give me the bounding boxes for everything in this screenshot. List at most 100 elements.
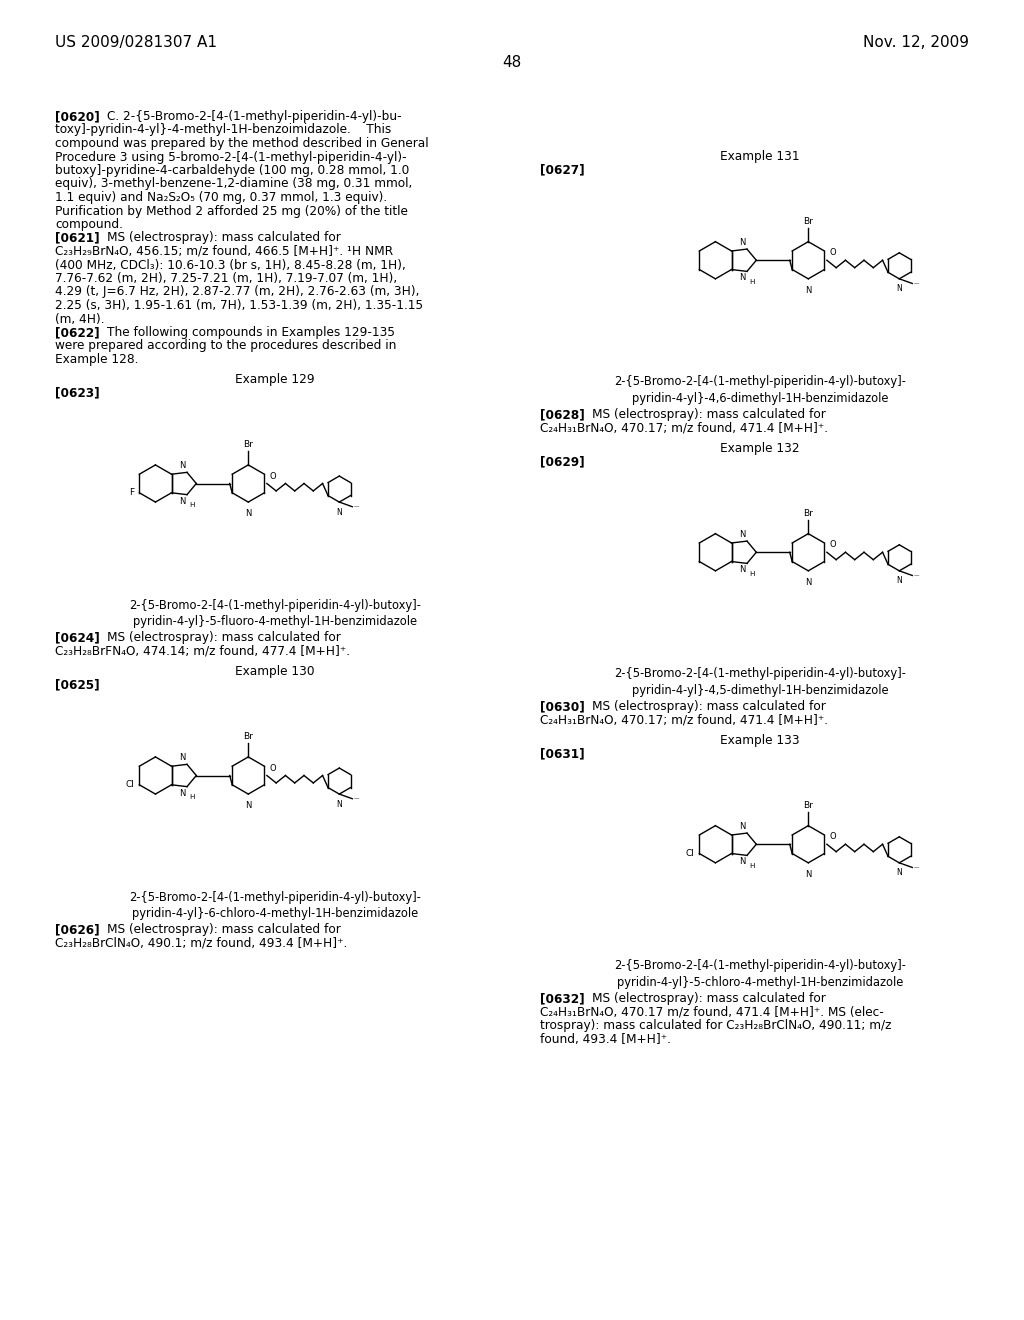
Text: 2-{5-Bromo-2-[4-(1-methyl-piperidin-4-yl)-butoxy]-
pyridin-4-yl}-4,5-dimethyl-1H: 2-{5-Bromo-2-[4-(1-methyl-piperidin-4-yl… — [614, 667, 906, 697]
Text: Nov. 12, 2009: Nov. 12, 2009 — [863, 36, 969, 50]
Text: compound was prepared by the method described in General: compound was prepared by the method desc… — [55, 137, 429, 150]
Text: —: — — [914, 281, 920, 286]
Text: Br: Br — [804, 801, 813, 810]
Text: 1.1 equiv) and Na₂S₂O₅ (70 mg, 0.37 mmol, 1.3 equiv).: 1.1 equiv) and Na₂S₂O₅ (70 mg, 0.37 mmol… — [55, 191, 387, 205]
Text: N: N — [896, 284, 902, 293]
Text: Br: Br — [244, 440, 253, 449]
Text: [0622]: [0622] — [55, 326, 99, 339]
Text: Example 132: Example 132 — [720, 442, 800, 455]
Text: MS (electrospray): mass calculated for: MS (electrospray): mass calculated for — [592, 700, 825, 713]
Text: [0628]: [0628] — [540, 408, 585, 421]
Text: H: H — [749, 279, 755, 285]
Text: C₂₄H₃₁BrN₄O, 470.17; m/z found, 471.4 [M+H]⁺.: C₂₄H₃₁BrN₄O, 470.17; m/z found, 471.4 [M… — [540, 714, 828, 727]
Text: C₂₄H₃₁BrN₄O, 470.17; m/z found, 471.4 [M+H]⁺.: C₂₄H₃₁BrN₄O, 470.17; m/z found, 471.4 [M… — [540, 422, 828, 434]
Text: [0625]: [0625] — [55, 678, 99, 692]
Text: N: N — [178, 462, 185, 470]
Text: Example 131: Example 131 — [720, 150, 800, 162]
Text: [0620]: [0620] — [55, 110, 99, 123]
Text: —: — — [914, 573, 920, 578]
Text: N: N — [178, 788, 185, 797]
Text: N: N — [337, 508, 342, 516]
Text: N: N — [896, 577, 902, 585]
Text: N: N — [896, 869, 902, 878]
Text: found, 493.4 [M+H]⁺.: found, 493.4 [M+H]⁺. — [540, 1032, 671, 1045]
Text: N: N — [738, 858, 745, 866]
Text: —: — — [354, 796, 359, 801]
Text: were prepared according to the procedures described in: were prepared according to the procedure… — [55, 339, 396, 352]
Text: C₂₃H₂₉BrN₄O, 456.15; m/z found, 466.5 [M+H]⁺. ¹H NMR: C₂₃H₂₉BrN₄O, 456.15; m/z found, 466.5 [M… — [55, 246, 393, 257]
Text: N: N — [245, 801, 252, 810]
Text: MS (electrospray): mass calculated for: MS (electrospray): mass calculated for — [592, 408, 825, 421]
Text: [0624]: [0624] — [55, 631, 99, 644]
Text: [0621]: [0621] — [55, 231, 99, 244]
Text: Br: Br — [804, 216, 813, 226]
Text: N: N — [738, 565, 745, 574]
Text: Br: Br — [244, 733, 253, 741]
Text: N: N — [178, 496, 185, 506]
Text: O: O — [269, 764, 276, 772]
Text: N: N — [178, 754, 185, 763]
Text: (m, 4H).: (m, 4H). — [55, 313, 104, 326]
Text: Example 129: Example 129 — [236, 374, 314, 387]
Text: N: N — [805, 870, 811, 879]
Text: [0629]: [0629] — [540, 455, 585, 469]
Text: [0623]: [0623] — [55, 387, 99, 400]
Text: C₂₃H₂₈BrFN₄O, 474.14; m/z found, 477.4 [M+H]⁺.: C₂₃H₂₈BrFN₄O, 474.14; m/z found, 477.4 [… — [55, 645, 350, 657]
Text: C₂₃H₂₈BrClN₄O, 490.1; m/z found, 493.4 [M+H]⁺.: C₂₃H₂₈BrClN₄O, 490.1; m/z found, 493.4 [… — [55, 937, 347, 950]
Text: N: N — [337, 800, 342, 809]
Text: [0631]: [0631] — [540, 747, 585, 760]
Text: 2.25 (s, 3H), 1.95-1.61 (m, 7H), 1.53-1.39 (m, 2H), 1.35-1.15: 2.25 (s, 3H), 1.95-1.61 (m, 7H), 1.53-1.… — [55, 300, 423, 312]
Text: C. 2-{5-Bromo-2-[4-(1-methyl-piperidin-4-yl)-bu-: C. 2-{5-Bromo-2-[4-(1-methyl-piperidin-4… — [106, 110, 401, 123]
Text: N: N — [738, 238, 745, 247]
Text: H: H — [749, 570, 755, 577]
Text: N: N — [738, 531, 745, 539]
Text: US 2009/0281307 A1: US 2009/0281307 A1 — [55, 36, 217, 50]
Text: Example 133: Example 133 — [720, 734, 800, 747]
Text: compound.: compound. — [55, 218, 123, 231]
Text: butoxy]-pyridine-4-carbaldehyde (100 mg, 0.28 mmol, 1.0: butoxy]-pyridine-4-carbaldehyde (100 mg,… — [55, 164, 410, 177]
Text: MS (electrospray): mass calculated for: MS (electrospray): mass calculated for — [106, 231, 341, 244]
Text: H: H — [189, 502, 195, 508]
Text: C₂₄H₃₁BrN₄O, 470.17 m/z found, 471.4 [M+H]⁺. MS (elec-: C₂₄H₃₁BrN₄O, 470.17 m/z found, 471.4 [M+… — [540, 1006, 884, 1019]
Text: N: N — [805, 286, 811, 296]
Text: 7.76-7.62 (m, 2H), 7.25-7.21 (m, 1H), 7.19-7.07 (m, 1H),: 7.76-7.62 (m, 2H), 7.25-7.21 (m, 1H), 7.… — [55, 272, 397, 285]
Text: O: O — [269, 471, 276, 480]
Text: MS (electrospray): mass calculated for: MS (electrospray): mass calculated for — [592, 993, 825, 1006]
Text: H: H — [749, 863, 755, 869]
Text: N: N — [805, 578, 811, 587]
Text: (400 MHz, CDCl₃): 10.6-10.3 (br s, 1H), 8.45-8.28 (m, 1H),: (400 MHz, CDCl₃): 10.6-10.3 (br s, 1H), … — [55, 259, 406, 272]
Text: Purification by Method 2 afforded 25 mg (20%) of the title: Purification by Method 2 afforded 25 mg … — [55, 205, 408, 218]
Text: —: — — [354, 504, 359, 510]
Text: —: — — [914, 865, 920, 870]
Text: N: N — [738, 273, 745, 282]
Text: Procedure 3 using 5-bromo-2-[4-(1-methyl-piperidin-4-yl)-: Procedure 3 using 5-bromo-2-[4-(1-methyl… — [55, 150, 407, 164]
Text: 2-{5-Bromo-2-[4-(1-methyl-piperidin-4-yl)-butoxy]-
pyridin-4-yl}-5-chloro-4-meth: 2-{5-Bromo-2-[4-(1-methyl-piperidin-4-yl… — [614, 960, 906, 989]
Text: 2-{5-Bromo-2-[4-(1-methyl-piperidin-4-yl)-butoxy]-
pyridin-4-yl}-5-fluoro-4-meth: 2-{5-Bromo-2-[4-(1-methyl-piperidin-4-yl… — [129, 598, 421, 628]
Text: F: F — [129, 488, 134, 498]
Text: 2-{5-Bromo-2-[4-(1-methyl-piperidin-4-yl)-butoxy]-
pyridin-4-yl}-4,6-dimethyl-1H: 2-{5-Bromo-2-[4-(1-methyl-piperidin-4-yl… — [614, 375, 906, 405]
Text: Example 128.: Example 128. — [55, 352, 138, 366]
Text: trospray): mass calculated for C₂₃H₂₈BrClN₄O, 490.11; m/z: trospray): mass calculated for C₂₃H₂₈BrC… — [540, 1019, 892, 1032]
Text: N: N — [245, 510, 252, 519]
Text: equiv), 3-methyl-benzene-1,2-diamine (38 mg, 0.31 mmol,: equiv), 3-methyl-benzene-1,2-diamine (38… — [55, 177, 413, 190]
Text: [0627]: [0627] — [540, 164, 585, 177]
Text: H: H — [189, 795, 195, 800]
Text: 48: 48 — [503, 55, 521, 70]
Text: Cl: Cl — [685, 849, 694, 858]
Text: Example 130: Example 130 — [236, 665, 314, 678]
Text: [0632]: [0632] — [540, 993, 585, 1006]
Text: MS (electrospray): mass calculated for: MS (electrospray): mass calculated for — [106, 631, 341, 644]
Text: toxy]-pyridin-4-yl}-4-methyl-1H-benzoimidazole.    This: toxy]-pyridin-4-yl}-4-methyl-1H-benzoimi… — [55, 124, 391, 136]
Text: O: O — [829, 540, 837, 549]
Text: N: N — [738, 822, 745, 832]
Text: [0630]: [0630] — [540, 700, 585, 713]
Text: 2-{5-Bromo-2-[4-(1-methyl-piperidin-4-yl)-butoxy]-
pyridin-4-yl}-6-chloro-4-meth: 2-{5-Bromo-2-[4-(1-methyl-piperidin-4-yl… — [129, 891, 421, 920]
Text: Br: Br — [804, 510, 813, 517]
Text: MS (electrospray): mass calculated for: MS (electrospray): mass calculated for — [106, 924, 341, 936]
Text: The following compounds in Examples 129-135: The following compounds in Examples 129-… — [106, 326, 395, 339]
Text: 4.29 (t, J=6.7 Hz, 2H), 2.87-2.77 (m, 2H), 2.76-2.63 (m, 3H),: 4.29 (t, J=6.7 Hz, 2H), 2.87-2.77 (m, 2H… — [55, 285, 420, 298]
Text: [0626]: [0626] — [55, 924, 99, 936]
Text: O: O — [829, 248, 837, 257]
Text: O: O — [829, 833, 837, 841]
Text: Cl: Cl — [126, 780, 134, 789]
